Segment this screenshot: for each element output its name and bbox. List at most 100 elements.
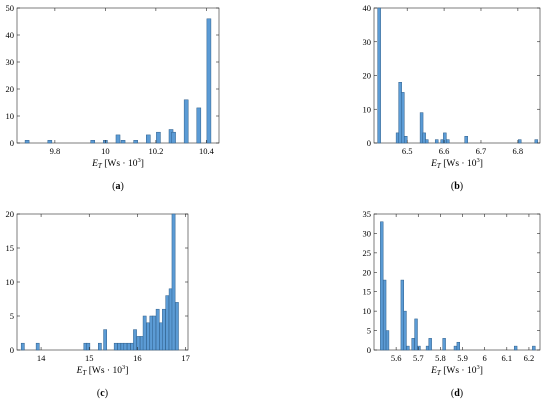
histogram-bar — [377, 7, 381, 144]
x-tick-label: 9.8 — [50, 146, 61, 156]
x-tick-label: 5.6 — [391, 353, 402, 363]
panel-caption: (d) — [451, 388, 463, 399]
histogram-bar — [446, 139, 450, 144]
x-tick-label: 10 — [101, 146, 110, 156]
x-tick-label: 6.8 — [513, 146, 524, 156]
x-tick-label: 17 — [181, 353, 190, 363]
y-tick-label: 20 — [6, 209, 15, 219]
y-tick-label: 20 — [363, 267, 372, 277]
x-tick-label: 6 — [483, 353, 487, 363]
y-tick-label: 30 — [6, 57, 15, 67]
y-tick-label: 20 — [6, 84, 15, 94]
x-tick-label: 5.7 — [413, 353, 424, 363]
y-tick-label: 40 — [363, 3, 372, 13]
histogram-bar — [406, 345, 410, 351]
histogram-bar — [534, 139, 539, 144]
panel-d: 0 5 10 15 20 25 30 35 5.6 5.7 5.8 5.9 6 6.1 6.2 ET [Ws … — [363, 209, 541, 399]
histogram-bar — [47, 140, 53, 144]
y-tick-label: 30 — [363, 37, 372, 47]
histogram-bar — [171, 131, 176, 144]
x-tick-label: 16 — [133, 353, 142, 363]
y-tick-label: 15 — [6, 243, 15, 253]
histogram-bar — [20, 342, 25, 351]
histogram-bar — [464, 136, 468, 144]
panel-c: 0 5 10 15 20 14 15 16 17 ET [Ws · 103] (c) — [6, 209, 190, 399]
histogram-bar — [442, 338, 446, 351]
x-tick-label: 5.9 — [457, 353, 468, 363]
x-axis-label: ET [Ws · 103] — [430, 157, 483, 170]
histogram-bar — [155, 308, 160, 351]
histogram-bar — [146, 134, 151, 144]
histogram-bar — [142, 315, 147, 351]
x-tick-label: 6.1 — [501, 353, 512, 363]
histogram-bar — [443, 132, 447, 144]
histogram-bar — [133, 140, 138, 144]
histogram-bar — [513, 345, 518, 351]
histogram-bar — [117, 342, 121, 351]
histogram-bar — [385, 330, 390, 351]
axes-box — [373, 213, 541, 351]
y-tick-label: 10 — [6, 277, 15, 287]
histogram-bar — [113, 342, 118, 351]
x-tick-label: 14 — [37, 353, 46, 363]
histogram-bar — [411, 338, 415, 351]
histogram-bar — [133, 329, 137, 351]
panel-b: 0 10 20 30 40 6.5 6.6 6.7 6.8 ET [Ws · 103] (b) — [363, 3, 541, 192]
histogram-bar — [146, 322, 150, 351]
histogram-bar — [115, 134, 121, 144]
y-tick-label: 10 — [363, 104, 372, 114]
histogram-bar — [175, 302, 179, 351]
x-tick-label: 6.7 — [476, 146, 487, 156]
histogram-bar — [35, 342, 40, 351]
x-tick-label: 15 — [85, 353, 94, 363]
histogram-bar — [126, 342, 131, 351]
y-tick-label: 10 — [6, 111, 15, 121]
histogram-bar — [152, 315, 157, 351]
histogram-bar — [403, 310, 407, 351]
y-tick-label: 0 — [10, 138, 14, 148]
histogram-bar — [419, 112, 424, 144]
histogram-bar — [456, 341, 460, 351]
histogram-bar — [382, 279, 387, 351]
histogram-bar — [417, 345, 421, 351]
x-tick-label: 5.8 — [435, 353, 446, 363]
histogram-bar — [162, 308, 166, 351]
x-axis-label: ET [Ws · 103] — [76, 364, 129, 377]
histogram-bar — [156, 131, 161, 144]
histogram-bar — [165, 295, 170, 351]
x-tick-label: 6.6 — [439, 146, 450, 156]
panel-caption: (a) — [112, 181, 124, 192]
y-tick-label: 0 — [367, 138, 371, 148]
histogram-bar — [380, 221, 384, 351]
x-tick-label: 10.2 — [148, 146, 163, 156]
y-tick-label: 30 — [363, 228, 372, 238]
histogram-bar — [453, 345, 458, 351]
y-tick-label: 0 — [367, 345, 371, 355]
histogram-bar — [103, 329, 107, 351]
y-tick-label: 0 — [10, 345, 14, 355]
histogram-bar — [532, 345, 536, 351]
panel-caption: (c) — [97, 388, 108, 399]
histogram-bar — [425, 139, 429, 144]
histogram-bar — [206, 18, 212, 144]
y-tick-label: 35 — [363, 209, 372, 219]
x-axis-label: ET [Ws · 103] — [430, 364, 483, 377]
histogram-bar — [428, 338, 432, 351]
y-tick-label: 25 — [363, 248, 372, 258]
histogram-bar — [422, 132, 426, 144]
y-tick-label: 20 — [363, 71, 372, 81]
histogram-bar — [24, 140, 30, 144]
y-tick-label: 5 — [367, 326, 371, 336]
histogram-bar — [120, 140, 126, 144]
histogram-bar — [90, 140, 96, 144]
y-tick-label: 40 — [6, 30, 15, 40]
histogram-bar — [414, 318, 418, 351]
axes-box — [16, 7, 220, 144]
histogram-bar — [86, 342, 91, 351]
x-tick-label: 6.5 — [402, 146, 413, 156]
panel-a: 0 10 20 30 40 50 9.8 10 10.2 10.4 ET [Ws · 103] (a) — [6, 3, 220, 192]
y-tick-label: 15 — [363, 287, 372, 297]
histogram-bar — [401, 92, 405, 144]
x-axis-label: ET [Ws · 103] — [91, 157, 144, 170]
